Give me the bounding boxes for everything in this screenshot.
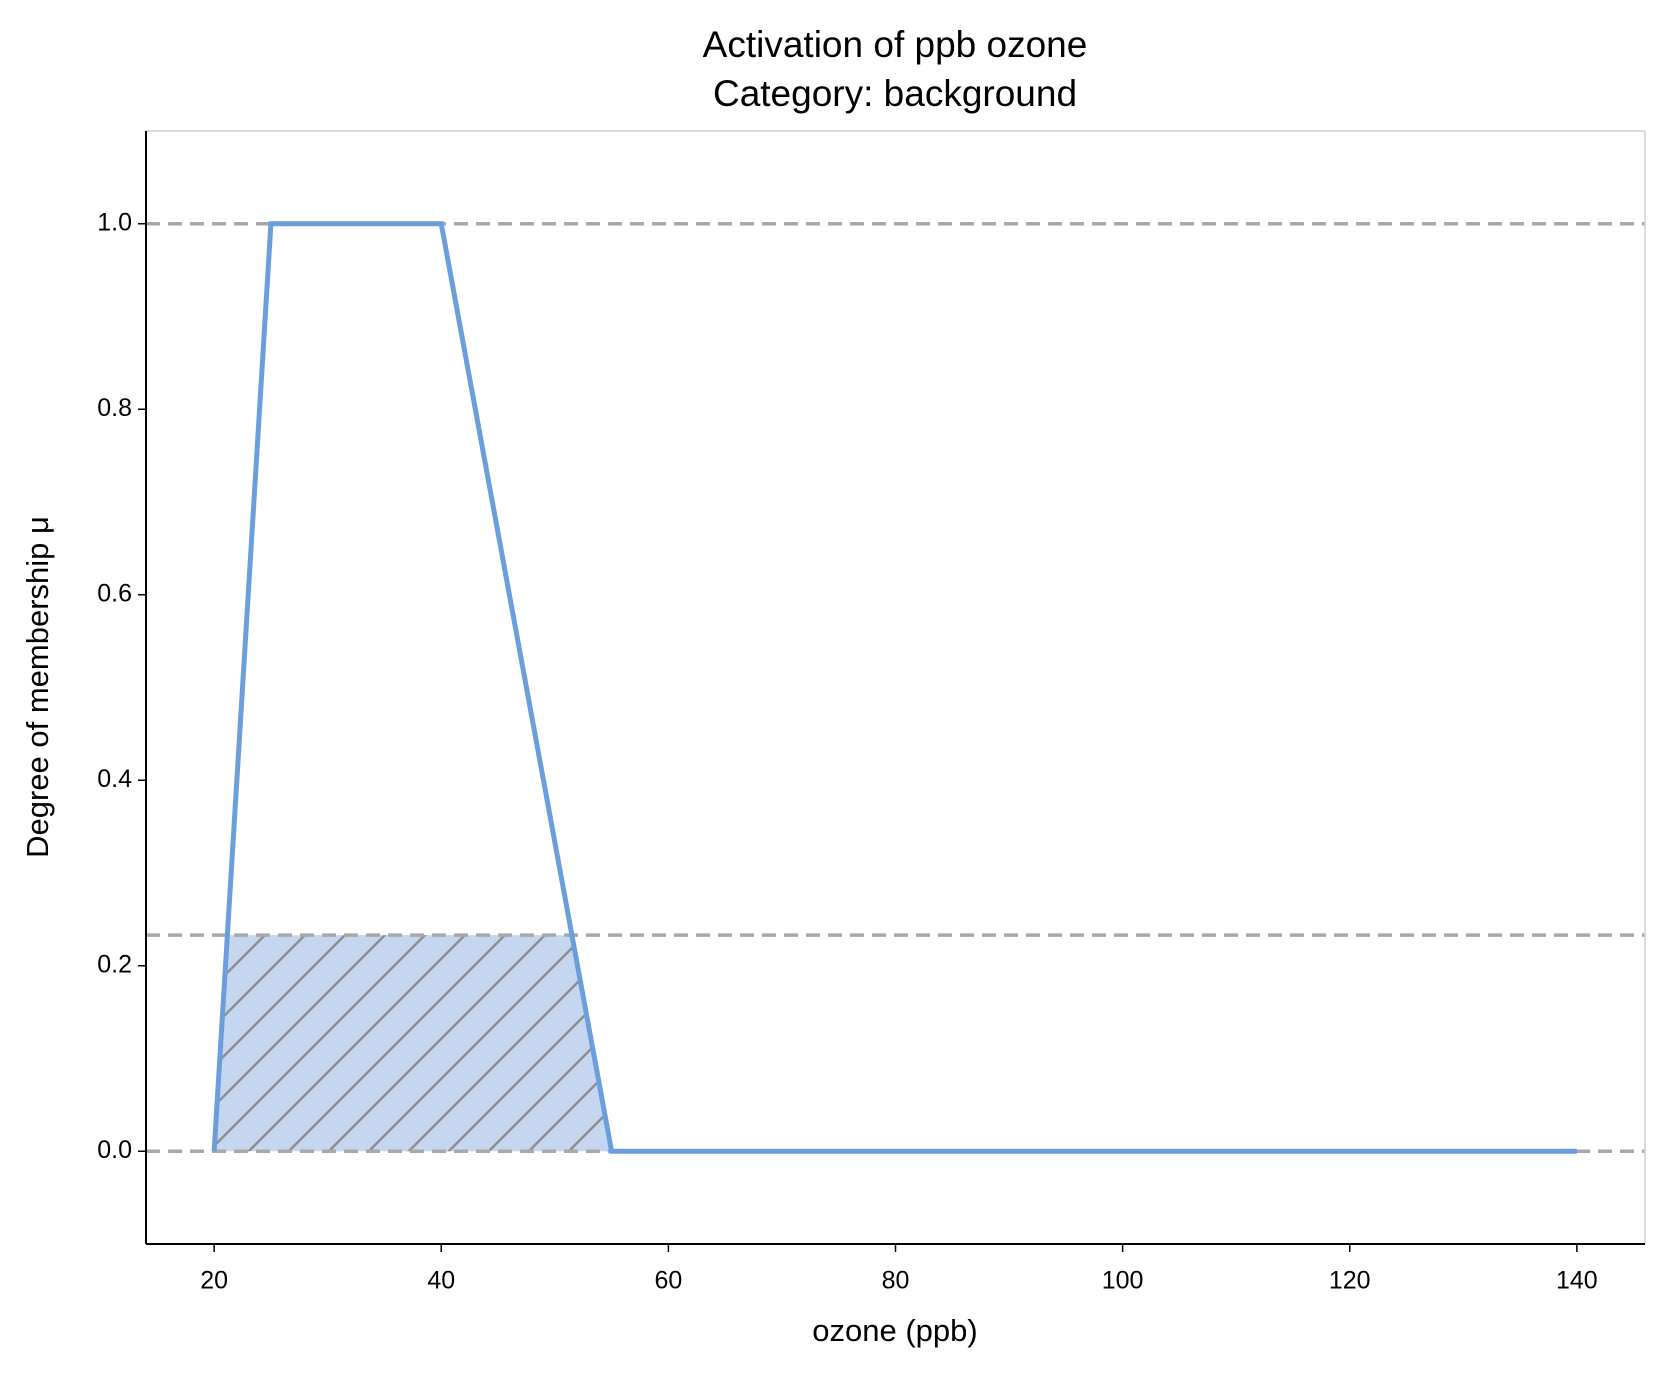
- membership-line: [211, 221, 1577, 1154]
- x-tick-label: 100: [1102, 1267, 1144, 1295]
- x-tick-label: 80: [882, 1267, 910, 1295]
- y-tick-label: 0.8: [97, 394, 132, 422]
- y-tick-label: 0.4: [97, 765, 132, 793]
- chart-subtitle: Category: background: [713, 73, 1077, 114]
- chart-title: Activation of ppb ozone: [703, 24, 1088, 65]
- x-tick-label: 140: [1556, 1267, 1598, 1295]
- x-tick-label: 40: [427, 1267, 455, 1295]
- x-axis-label: ozone (ppb): [812, 1313, 977, 1348]
- activation-hatch: [214, 935, 612, 1152]
- x-tick-label: 20: [200, 1267, 228, 1295]
- plot-area: [146, 221, 1645, 1154]
- y-tick-label: 0.6: [97, 579, 132, 607]
- y-axis-label: Degree of membership μ: [20, 516, 55, 858]
- y-tick-label: 1.0: [97, 208, 132, 236]
- y-tick-label: 0.0: [97, 1136, 132, 1164]
- x-tick-label: 60: [654, 1267, 682, 1295]
- y-tick-label: 0.2: [97, 950, 132, 978]
- x-tick-label: 120: [1329, 1267, 1371, 1295]
